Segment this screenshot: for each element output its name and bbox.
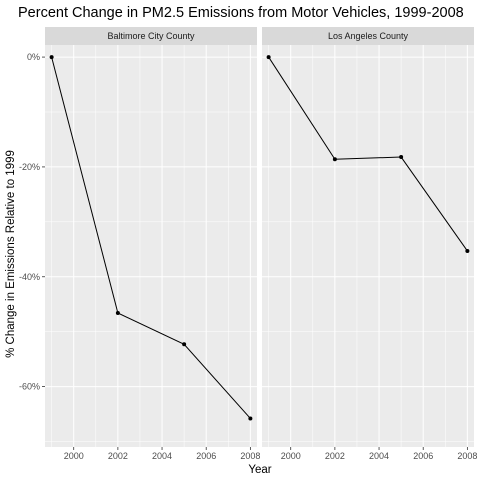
y-tick-label: 0% <box>27 52 40 62</box>
facet-strip <box>45 27 257 45</box>
y-tick-label: -20% <box>19 162 40 172</box>
facet-strip <box>262 27 474 45</box>
x-tick-label: 2000 <box>64 451 84 461</box>
data-point <box>465 248 470 253</box>
chart-title: Percent Change in PM2.5 Emissions from M… <box>18 5 464 21</box>
data-point <box>49 55 54 60</box>
x-tick-label: 2004 <box>369 451 389 461</box>
x-tick-label: 2008 <box>240 451 260 461</box>
x-axis-title: Year <box>248 464 271 476</box>
data-point <box>399 155 404 160</box>
facet-strip-label: Baltimore City County <box>107 31 195 41</box>
series-line <box>268 56 468 252</box>
x-tick-label: 2008 <box>457 451 477 461</box>
data-point <box>332 157 337 162</box>
data-point <box>266 55 271 60</box>
x-tick-label: 2004 <box>152 451 172 461</box>
facet-panel-1: Baltimore City County 2000 2002 2004 2006 200… <box>19 27 260 461</box>
x-tick-label: 2006 <box>196 451 216 461</box>
data-point <box>182 342 187 347</box>
x-tick-label: 2000 <box>281 451 301 461</box>
y-tick-label: -40% <box>19 272 40 282</box>
y-axis-title: % Change in Emissions Relative to 1999 <box>5 150 17 358</box>
data-point <box>115 311 120 315</box>
data-point <box>248 416 253 421</box>
x-tick-label: 2002 <box>108 451 128 461</box>
facet-panel-2: Los Angeles County 2000 2002 2004 2006 2008 <box>262 27 477 461</box>
x-tick-label: 2006 <box>413 451 433 461</box>
facet-strip-label: Los Angeles County <box>328 31 409 41</box>
x-tick-label: 2002 <box>325 451 345 461</box>
panels: Baltimore City County 2000 2002 2004 2006 200… <box>19 27 477 461</box>
series-line <box>51 56 251 419</box>
y-tick-label: -60% <box>19 382 40 392</box>
